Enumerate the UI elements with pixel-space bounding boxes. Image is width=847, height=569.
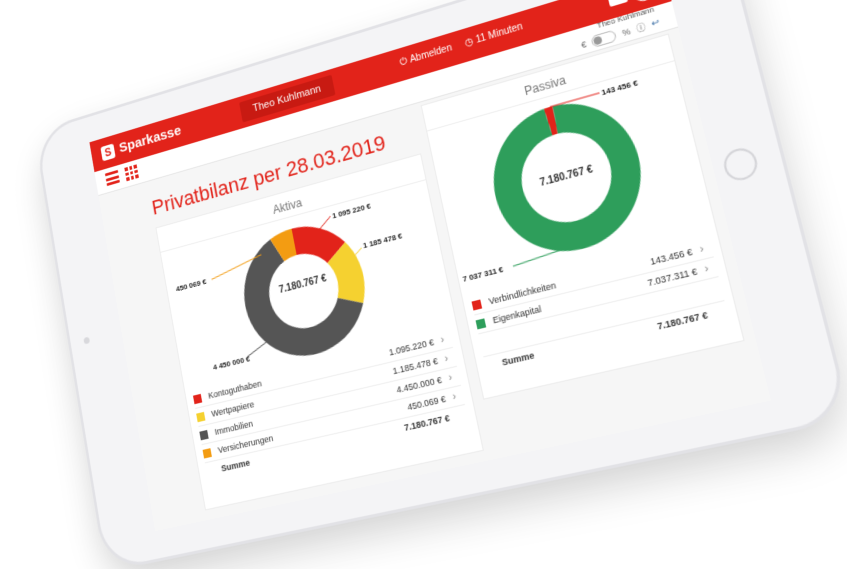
chevron-right-icon[interactable]: › — [444, 389, 464, 405]
chevron-right-icon[interactable]: › — [440, 370, 460, 386]
grid-menu-icon[interactable] — [124, 164, 139, 181]
legend-swatch — [199, 429, 208, 439]
hamburger-menu-icon[interactable] — [105, 170, 120, 186]
unit-toggle[interactable] — [591, 29, 618, 48]
legend-swatch-empty — [206, 466, 215, 476]
legend-swatch — [202, 448, 211, 458]
power-icon: ⏻ — [399, 56, 408, 68]
back-arrow-icon[interactable]: ↩ — [650, 17, 660, 30]
percent-toggle-label: % — [621, 26, 631, 38]
tablet-frame: S Sparkasse Theo Kuhlmann ⏻ Abmelden ◷ 1… — [37, 0, 847, 569]
search-button[interactable] — [630, 0, 655, 4]
legend-swatch — [471, 299, 482, 310]
screen: S Sparkasse Theo Kuhlmann ⏻ Abmelden ◷ 1… — [89, 0, 770, 531]
chevron-spacer — [708, 310, 727, 314]
chevron-right-icon[interactable]: › — [436, 351, 456, 367]
legend-swatch-empty — [484, 360, 495, 371]
legend-swatch — [193, 393, 202, 403]
logout-button[interactable]: ⏻ Abmelden — [399, 43, 453, 69]
chevron-right-icon[interactable]: › — [433, 332, 453, 348]
clock-icon: ◷ — [464, 36, 475, 49]
chevron-right-icon[interactable]: › — [691, 241, 713, 258]
menu-icons — [105, 164, 139, 187]
mail-icon[interactable] — [607, 0, 628, 7]
legend-swatch — [475, 318, 486, 329]
timer-label: 11 Minuten — [475, 21, 524, 45]
home-button[interactable] — [721, 145, 761, 184]
chevron-spacer — [450, 414, 467, 418]
leader-line-kontoguthaben — [318, 216, 332, 229]
passiva-card: Passiva 7.180.767 € 143 456 € 7 037 311 … — [421, 33, 745, 399]
currency-toggle-label: € — [580, 39, 587, 50]
help-icon[interactable]: ⓘ — [635, 20, 647, 35]
sparkasse-logo-icon: S — [100, 143, 115, 161]
aktiva-card: Aktiva 7.180.767 € 1 095 220 € 1 185 478… — [155, 153, 483, 510]
legend-swatch — [196, 411, 205, 421]
leader-line-eigenkapital — [512, 250, 560, 266]
session-timer: ◷ 11 Minuten — [464, 21, 524, 49]
chevron-right-icon[interactable]: › — [695, 260, 717, 277]
logout-label: Abmelden — [409, 43, 453, 66]
camera — [83, 337, 90, 345]
